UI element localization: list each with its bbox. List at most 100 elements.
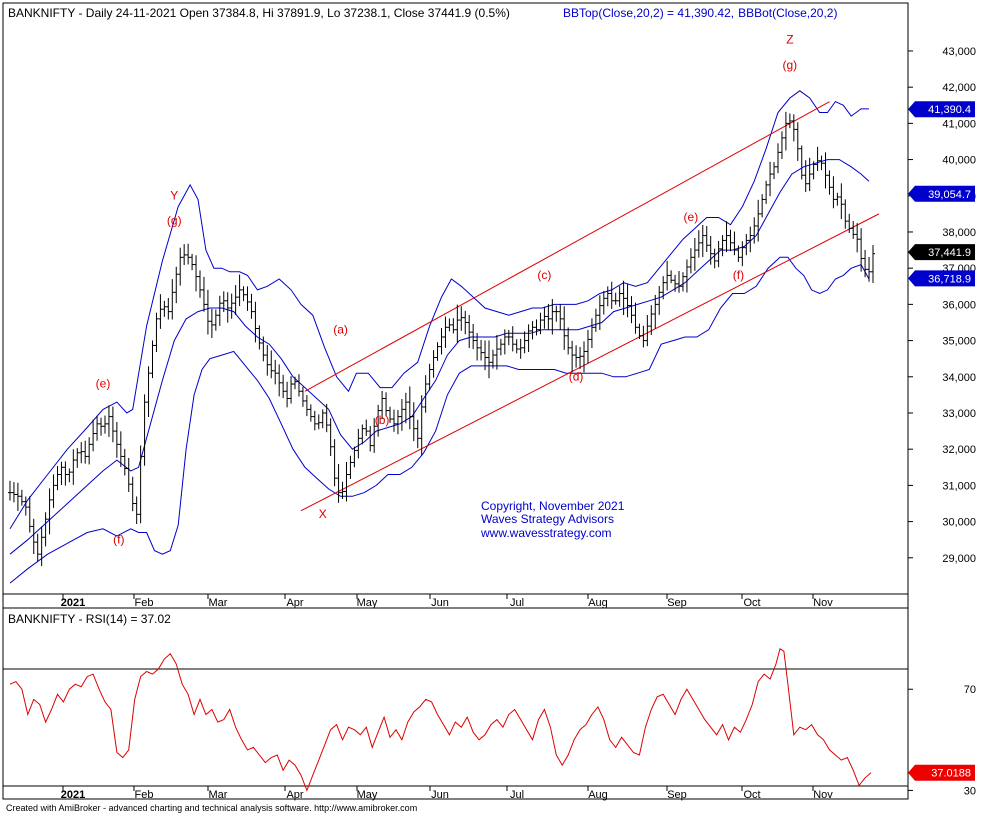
ohlc-bar	[419, 395, 424, 456]
price-x-tick-label: May	[357, 597, 378, 609]
ohlc-bar	[795, 122, 800, 161]
ohlc-bar	[688, 248, 693, 274]
ohlc-bar	[851, 221, 856, 239]
ohlc-bar	[558, 304, 563, 330]
ohlc-bar	[506, 329, 511, 346]
ohlc-bar	[43, 512, 48, 547]
copyright-line-1: Copyright, November 2021	[481, 499, 625, 513]
value-tag-box	[908, 270, 975, 287]
ohlc-bar	[75, 448, 80, 468]
wave-label: (b)	[375, 413, 390, 427]
ohlc-bar	[756, 199, 761, 242]
ohlc-bar	[435, 342, 440, 361]
ohlc-bar	[704, 226, 709, 252]
ohlc-bar	[324, 403, 329, 433]
value-tag-label: 39,054.7	[928, 189, 971, 201]
ohlc-bar	[538, 312, 543, 335]
ohlc-bar	[7, 480, 12, 501]
ohlc-bar	[471, 323, 476, 350]
ohlc-bar	[348, 455, 353, 479]
ohlc-bar	[225, 292, 230, 323]
ohlc-bar	[233, 285, 238, 316]
ohlc-bar	[522, 331, 527, 354]
ohlc-bar	[585, 329, 590, 364]
ohlc-bar	[657, 286, 662, 315]
ohlc-bar	[99, 417, 104, 436]
ohlc-bar	[261, 336, 266, 362]
ohlc-bar	[554, 305, 559, 322]
channel-upper-line	[304, 101, 830, 392]
rsi-y-tick-label: 70	[964, 684, 976, 696]
ohlc-bar	[47, 488, 52, 535]
ohlc-bar	[205, 289, 210, 335]
ohlc-bar	[249, 293, 254, 319]
ohlc-bar	[158, 294, 163, 329]
ohlc-bar	[728, 229, 733, 252]
rsi-x-tick-label: Sep	[667, 789, 687, 801]
ohlc-bar	[700, 224, 705, 257]
wave-label: (d)	[569, 369, 584, 383]
ohlc-bar	[87, 437, 92, 465]
ohlc-bar	[467, 314, 472, 349]
ohlc-bar	[677, 270, 682, 293]
ohlc-bar	[190, 253, 195, 271]
ohlc-bar	[486, 340, 491, 379]
ohlc-bar	[764, 180, 769, 204]
ohlc-bar	[122, 448, 127, 476]
ohlc-bar	[83, 440, 88, 464]
ohlc-bar	[241, 286, 246, 302]
ohlc-bar	[518, 338, 523, 359]
ohlc-bar	[483, 340, 488, 371]
ohlc-bar	[673, 274, 678, 292]
ohlc-bar	[593, 308, 598, 332]
ohlc-bar	[716, 240, 721, 268]
ohlc-bar	[807, 157, 812, 192]
ohlc-bar	[443, 316, 448, 348]
ohlc-bar	[91, 419, 96, 452]
ohlc-bar	[578, 346, 583, 369]
ohlc-bar	[684, 259, 689, 293]
rsi-plot: 30 70 2021 Feb Mar Apr May Jun Jul Aug Sep Oct Nov 37…	[3, 648, 976, 801]
ohlc-bar	[130, 476, 135, 512]
ohlc-bar	[526, 324, 531, 352]
ohlc-bar	[102, 415, 107, 434]
ohlc-bar	[237, 274, 242, 307]
ohlc-bar	[395, 409, 400, 435]
ohlc-bar	[732, 231, 737, 256]
value-tag-label: 41,390.4	[928, 104, 971, 116]
ohlc-bar	[376, 404, 381, 437]
price-x-tick-label: Jun	[431, 597, 449, 609]
rsi-x-tick-label: Apr	[286, 789, 303, 801]
ohlc-bar	[760, 194, 765, 218]
ohlc-bar	[300, 386, 305, 407]
ohlc-bar	[605, 286, 610, 307]
bbbot-legend: BBBot(Close,20,2)	[738, 6, 837, 20]
ohlc-bar	[134, 496, 139, 525]
ohlc-bar	[748, 226, 753, 253]
wave-label: (c)	[537, 268, 551, 282]
ohlc-bar	[364, 419, 369, 436]
ohlc-bar	[51, 474, 56, 508]
ohlc-bar	[696, 230, 701, 258]
ohlc-bar	[407, 386, 412, 430]
ohlc-bar	[819, 155, 824, 171]
ohlc-bar	[811, 161, 816, 180]
price-x-tick-label: Nov	[813, 597, 833, 609]
ohlc-bar	[570, 340, 575, 372]
ohlc-bar	[827, 170, 832, 195]
ohlc-bar	[186, 243, 191, 265]
ohlc-bar	[823, 152, 828, 189]
wave-label: Z	[786, 33, 793, 47]
ohlc-bar	[35, 533, 40, 562]
ohlc-bar	[150, 340, 155, 379]
ohlc-bar	[411, 402, 416, 442]
ohlc-bar	[645, 315, 650, 347]
ohlc-bar	[451, 318, 456, 334]
price-x-tick-label: 2021	[61, 597, 85, 609]
ohlc-bar	[95, 415, 100, 441]
wave-label: Y	[170, 188, 178, 202]
ohlc-bar	[352, 446, 357, 468]
price-x-tick-label: Sep	[667, 597, 687, 609]
rsi-value-tag-label: 37.0188	[931, 768, 971, 780]
